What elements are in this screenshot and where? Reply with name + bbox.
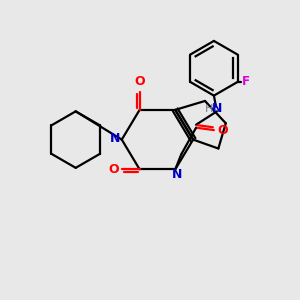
Text: O: O xyxy=(108,163,119,176)
Text: O: O xyxy=(218,124,228,136)
Text: O: O xyxy=(134,75,145,88)
Text: H: H xyxy=(205,104,213,114)
Text: N: N xyxy=(172,168,182,181)
Text: N: N xyxy=(110,132,120,145)
Text: F: F xyxy=(242,75,249,88)
Text: N: N xyxy=(212,103,222,116)
